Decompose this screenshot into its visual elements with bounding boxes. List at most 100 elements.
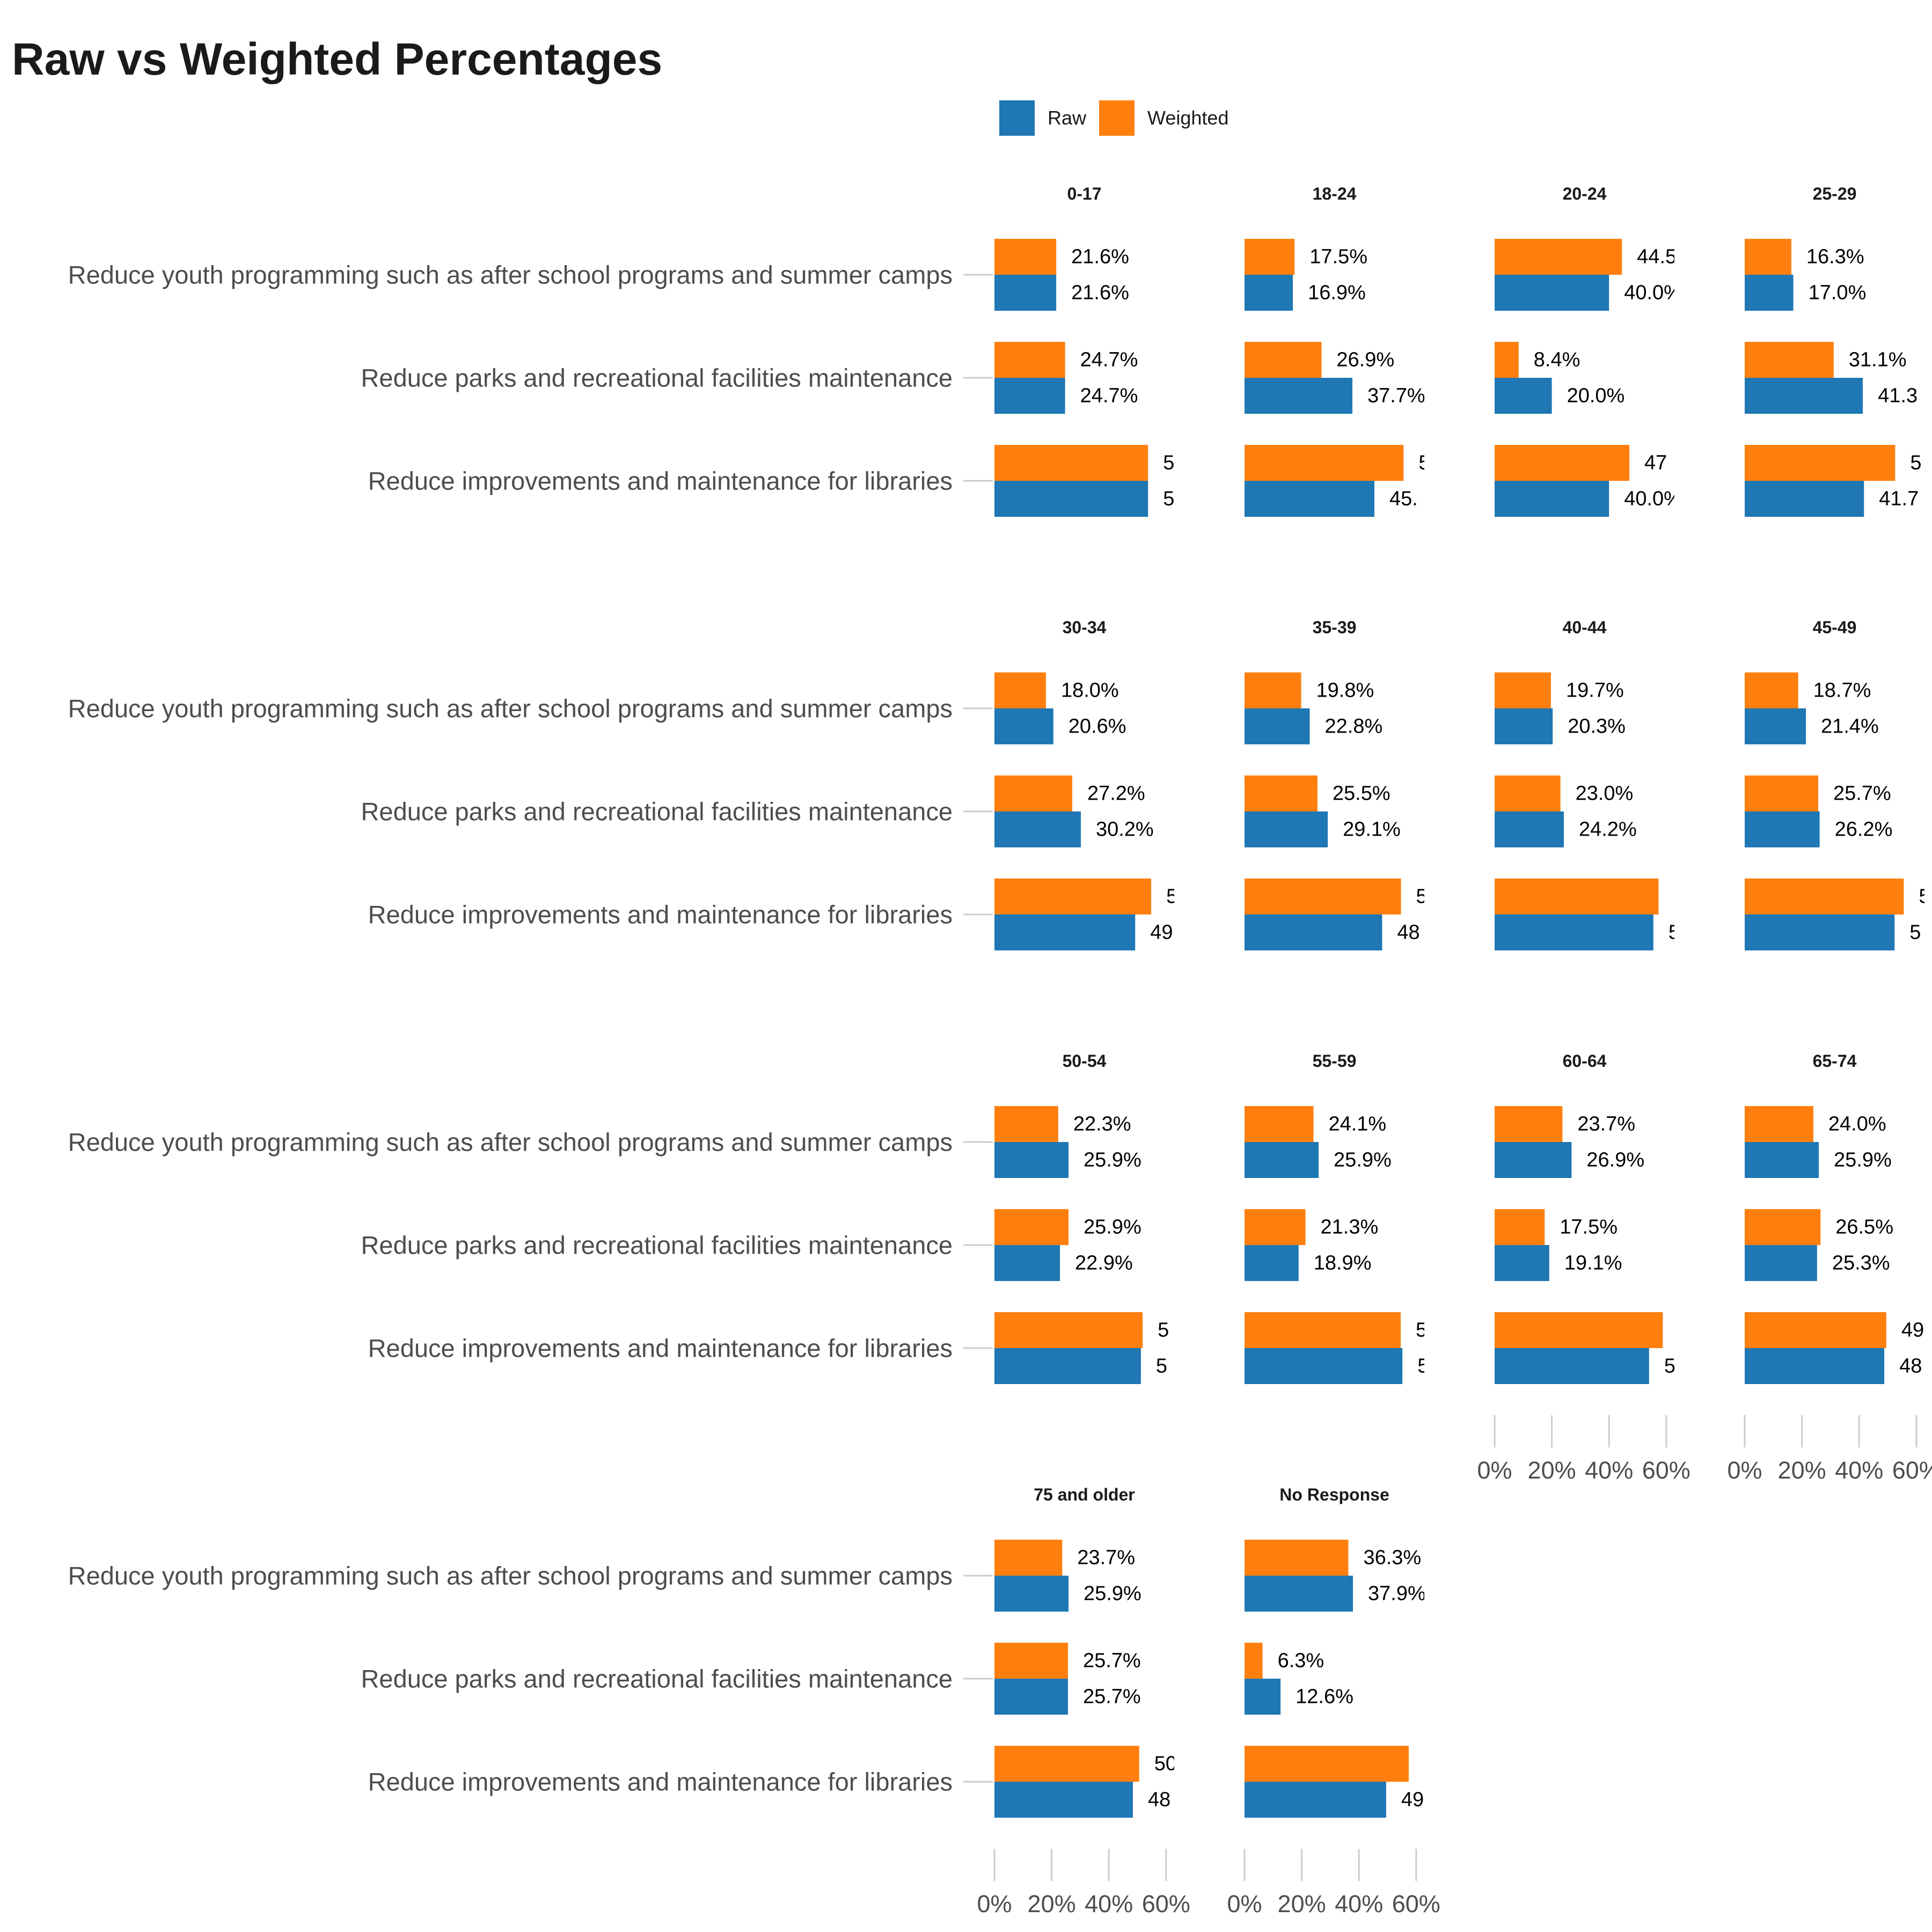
x-tick-label: 40% — [1335, 1890, 1383, 1918]
bar-raw — [994, 275, 1057, 311]
bar-raw — [1745, 708, 1806, 744]
bar-raw — [1245, 914, 1382, 950]
category-label: Reduce youth programming such as after s… — [68, 694, 953, 723]
bar-raw — [1245, 378, 1352, 414]
chart-title: Raw vs Weighted Percentages — [12, 34, 663, 84]
legend-swatch-raw — [999, 100, 1035, 136]
value-label-weighted: 17.5% — [1560, 1216, 1618, 1239]
bar-raw — [994, 1245, 1060, 1281]
value-label-weighted: 18.7% — [1813, 679, 1871, 702]
value-label-weighted: 25.7% — [1833, 782, 1891, 805]
bar-raw — [994, 1782, 1133, 1818]
value-label-weighted: 25.5% — [1333, 782, 1391, 805]
facet-panel-45-49: 45-49 18.7% 21.4% 25.7% 26.2% 5 5 — [1745, 618, 1924, 950]
bar-weighted — [1495, 1106, 1563, 1142]
bar-weighted — [1495, 239, 1622, 275]
category-label: Reduce youth programming such as after s… — [68, 1562, 953, 1590]
value-label-weighted: 25.7% — [1083, 1650, 1141, 1672]
bar-raw — [1245, 1576, 1353, 1612]
value-label-raw: 22.9% — [1075, 1252, 1133, 1275]
facet-title: 50-54 — [1063, 1051, 1107, 1071]
bar-weighted — [994, 775, 1072, 811]
bar-raw — [1745, 481, 1864, 517]
value-label-weighted: 24.0% — [1828, 1113, 1886, 1136]
facet-panel-30-34: 30-34 18.0% 20.6% 27.2% 30.2% 5 49 — [994, 618, 1174, 950]
bar-raw — [994, 914, 1136, 950]
facet-panel-50-54: 50-54 22.3% 25.9% 25.9% 22.9% 5 5 — [994, 1051, 1169, 1384]
value-label-weighted: 44.5% — [1637, 246, 1695, 268]
value-label-weighted: 23.0% — [1576, 782, 1634, 805]
value-label-weighted: 19.7% — [1566, 679, 1624, 702]
category-label: Reduce improvements and maintenance for … — [368, 467, 953, 495]
value-label-raw: 37.7% — [1367, 385, 1425, 407]
value-label-weighted: 5 — [1910, 452, 1921, 474]
value-label-raw: 5 — [1417, 1355, 1429, 1378]
value-label-weighted: 5 — [1418, 452, 1430, 474]
facet-title: 65-74 — [1813, 1051, 1857, 1071]
facet-panel-0-17: 0-17 21.6% 21.6% 24.7% 24.7% 5 5 — [994, 184, 1174, 517]
value-label-weighted: 16.3% — [1806, 246, 1864, 268]
value-label-raw: 5 — [1668, 921, 1680, 944]
value-label-raw: 16.9% — [1308, 282, 1366, 304]
category-label: Reduce parks and recreational facilities… — [361, 364, 953, 392]
x-tick-label: 40% — [1085, 1890, 1133, 1918]
bar-raw — [1745, 275, 1794, 311]
legend-item-raw: Raw — [999, 100, 1086, 136]
facet-panel-75-and-older: 75 and older 23.7% 25.9% 25.7% 25.7% 50 48 0% 20… — [977, 1485, 1190, 1918]
facet-title: 60-64 — [1563, 1051, 1607, 1071]
bar-weighted — [1745, 1209, 1821, 1245]
value-label-raw: 26.9% — [1586, 1149, 1644, 1172]
bar-raw — [1745, 914, 1895, 950]
value-label-weighted: 22.3% — [1073, 1113, 1131, 1136]
x-tick-label: 0% — [1727, 1457, 1762, 1484]
bar-weighted — [1745, 239, 1791, 275]
facet-title: 45-49 — [1813, 618, 1857, 637]
legend: Raw Weighted — [999, 100, 1241, 136]
value-label-raw: 18.9% — [1314, 1252, 1372, 1275]
bar-weighted — [1745, 342, 1834, 378]
bar-weighted — [1745, 1106, 1813, 1142]
x-tick-label: 60% — [1142, 1890, 1190, 1918]
value-label-weighted: 24.1% — [1328, 1113, 1386, 1136]
value-label-weighted: 27.2% — [1087, 782, 1145, 805]
bar-weighted — [994, 1643, 1068, 1679]
bar-raw — [1495, 811, 1564, 847]
value-label-weighted: 36.3% — [1363, 1547, 1421, 1569]
value-label-raw: 5 — [1156, 1355, 1167, 1378]
facet-title: 20-24 — [1563, 184, 1607, 203]
bar-raw — [994, 1576, 1069, 1612]
value-label-weighted: 31.1% — [1849, 349, 1907, 371]
value-label-weighted: 21.6% — [1071, 246, 1129, 268]
bar-weighted — [1245, 1643, 1263, 1679]
category-label: Reduce improvements and maintenance for … — [368, 901, 953, 929]
value-label-raw: 49 — [1150, 921, 1173, 944]
x-tick-label: 20% — [1278, 1890, 1326, 1918]
x-tick-label: 0% — [1477, 1457, 1512, 1484]
bar-raw — [994, 811, 1081, 847]
facet-title: 40-44 — [1563, 618, 1607, 637]
bar-weighted — [1245, 342, 1322, 378]
value-label-raw: 41.7 — [1879, 488, 1919, 510]
value-label-raw: 29.1% — [1343, 818, 1401, 841]
bar-raw — [994, 1679, 1068, 1715]
bar-weighted — [1245, 1209, 1306, 1245]
value-label-weighted: 50 — [1154, 1753, 1177, 1775]
bar-weighted — [1745, 445, 1896, 481]
value-label-weighted: 26.9% — [1336, 349, 1394, 371]
bar-weighted — [1245, 445, 1404, 481]
bar-weighted — [1495, 445, 1630, 481]
category-label: Reduce parks and recreational facilities… — [361, 1231, 953, 1260]
facet-title: 35-39 — [1313, 618, 1357, 637]
bar-weighted — [1495, 672, 1552, 708]
x-tick-label: 0% — [1227, 1890, 1262, 1918]
facet-title: 30-34 — [1063, 618, 1107, 637]
facet-panel-20-24: 20-24 44.5% 40.0% 8.4% 20.0% 47 40.0% — [1495, 184, 1695, 517]
category-label: Reduce improvements and maintenance for … — [368, 1768, 953, 1796]
value-label-raw: 25.9% — [1084, 1149, 1141, 1172]
value-label-raw: 21.6% — [1071, 282, 1129, 304]
facet-title: 0-17 — [1067, 184, 1101, 203]
value-label-weighted: 5 — [1158, 1319, 1169, 1342]
value-label-weighted: 5 — [1678, 1319, 1689, 1342]
bar-raw — [1745, 1245, 1817, 1281]
